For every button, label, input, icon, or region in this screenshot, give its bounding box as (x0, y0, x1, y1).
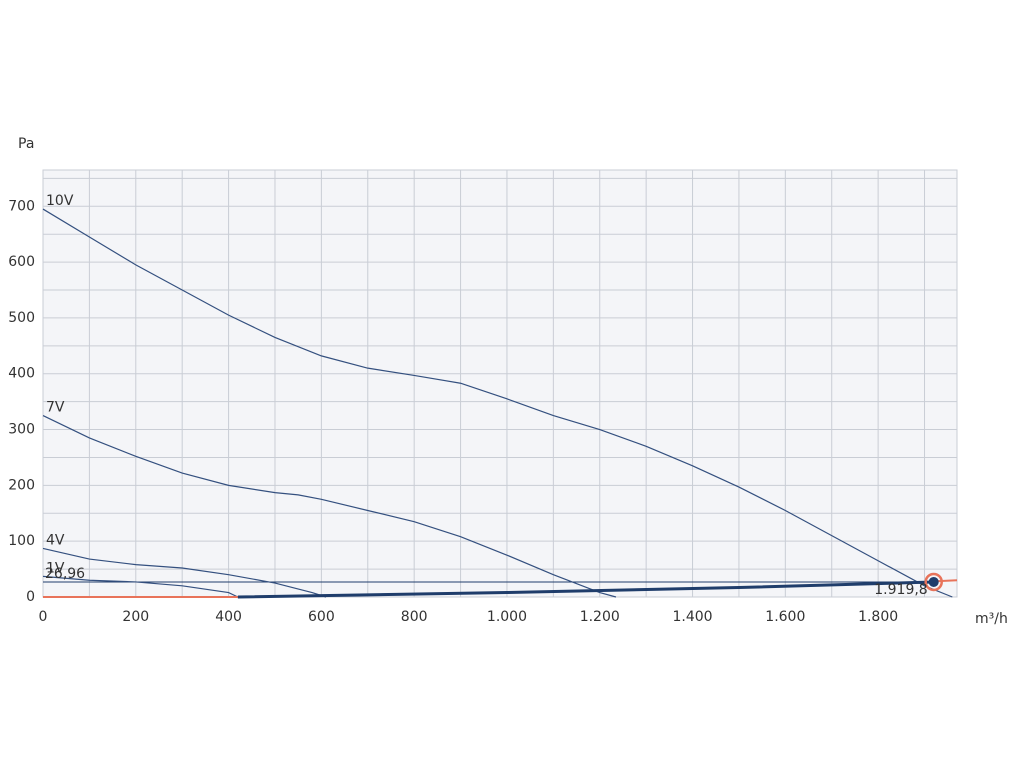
operating-point-y-label: 26,96 (45, 566, 85, 582)
x-tick-label: 0 (39, 609, 48, 625)
x-tick-label: 1.200 (580, 609, 620, 625)
y-tick-label: 700 (8, 198, 35, 214)
x-tick-label: 1.800 (858, 609, 898, 625)
curve-label: 1V (46, 560, 65, 576)
fan-curve (42, 547, 327, 598)
operating-point-x-label: 1.919,8 (874, 582, 927, 598)
y-tick-label: 0 (26, 589, 35, 605)
y-axis-label: Pa (18, 136, 34, 152)
operating-point-ring (924, 572, 943, 592)
plot-area (42, 169, 958, 598)
operating-point (928, 576, 939, 587)
y-tick-label: 600 (8, 254, 35, 270)
x-axis-label: m³/h (975, 611, 1008, 627)
x-tick-label: 200 (122, 609, 149, 625)
y-tick-label: 400 (8, 366, 35, 382)
x-tick-label: 400 (215, 609, 242, 625)
curve-label: 10V (46, 193, 74, 209)
curve-label: 7V (46, 400, 65, 416)
system-curve (237, 580, 934, 599)
y-tick-label: 200 (8, 477, 35, 493)
x-tick-label: 1.400 (672, 609, 712, 625)
y-tick-label: 300 (8, 422, 35, 438)
x-tick-label: 1.600 (765, 609, 805, 625)
fan-curve (42, 208, 953, 598)
fan-curve (42, 415, 617, 598)
curve-label: 4V (46, 532, 65, 548)
y-tick-label: 500 (8, 310, 35, 326)
x-tick-label: 600 (308, 609, 335, 625)
y-tick-label: 100 (8, 533, 35, 549)
x-tick-label: 800 (401, 609, 428, 625)
fan-curve (42, 575, 239, 598)
x-tick-label: 1.000 (487, 609, 527, 625)
